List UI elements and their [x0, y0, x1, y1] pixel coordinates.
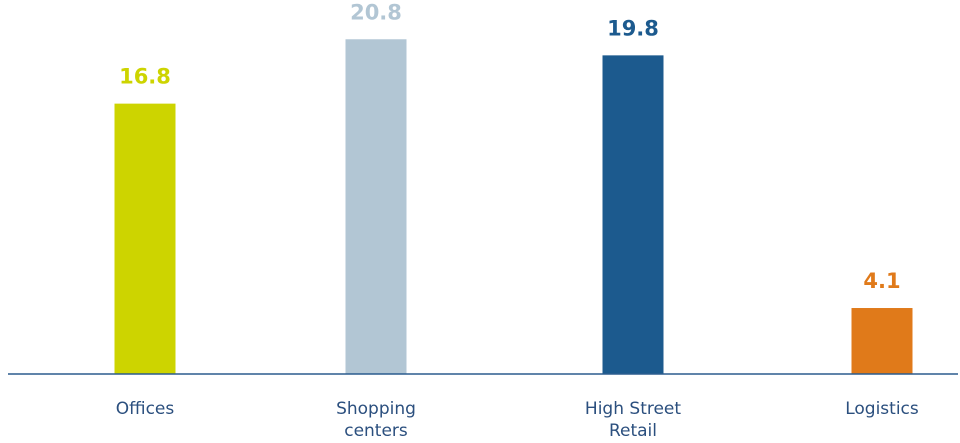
bar-0: [114, 103, 176, 374]
category-label-line: Shopping: [336, 399, 416, 419]
bar-3: [851, 308, 913, 374]
bar-2: [602, 55, 664, 374]
value-labels-layer: 16.8 20.8 19.8 4.1: [119, 0, 901, 293]
category-label-line: Logistics: [845, 399, 919, 419]
category-label-line: Retail: [609, 421, 657, 441]
bar-1: [345, 39, 407, 375]
category-labels-layer: Offices Shopping centers High Street Retail L…: [116, 399, 919, 441]
category-label-2: High Street Retail: [585, 399, 681, 441]
category-label-3: Logistics: [845, 399, 919, 419]
bars-layer: [114, 39, 913, 375]
bar-value-label-0: 16.8: [119, 65, 171, 89]
category-label-line: High Street: [585, 399, 681, 419]
category-label-0: Offices: [116, 399, 175, 419]
category-label-line: centers: [344, 421, 408, 441]
bar-value-label-2: 19.8: [607, 16, 659, 40]
bar-value-label-1: 20.8: [350, 0, 402, 24]
category-label-1: Shopping centers: [336, 399, 416, 441]
bar-value-label-3: 4.1: [863, 269, 900, 293]
category-label-line: Offices: [116, 399, 175, 419]
